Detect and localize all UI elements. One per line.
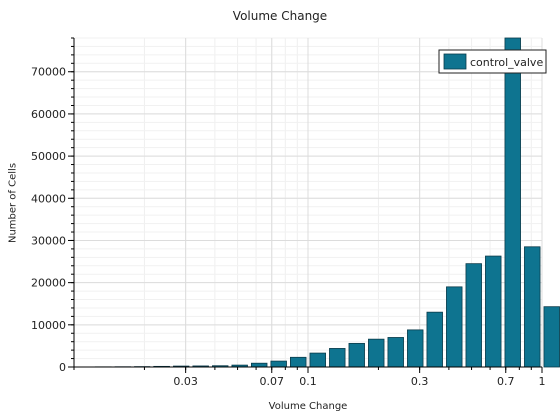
y-tick-label: 50000: [31, 150, 66, 163]
histogram-bar: [543, 306, 560, 368]
legend-label: control_valve: [470, 56, 543, 69]
chart-title: Volume Change: [232, 9, 328, 23]
histogram-bar: [407, 329, 424, 368]
histogram-bar: [348, 342, 365, 368]
y-axis-label: Number of Cells: [7, 162, 19, 244]
y-tick-label: 0: [59, 361, 66, 374]
histogram-bar: [329, 348, 346, 368]
y-tick-label: 20000: [31, 277, 66, 290]
y-tick-label: 10000: [31, 319, 66, 332]
x-tick-label: 0.03: [173, 375, 198, 388]
histogram-bar: [446, 286, 463, 368]
x-axis-label: Volume Change: [268, 401, 348, 412]
histogram-bar: [387, 337, 404, 368]
y-tick-label: 70000: [31, 66, 66, 79]
histogram-bar: [504, 37, 521, 368]
x-tick-label: 0.07: [260, 375, 285, 388]
y-tick-label: 30000: [31, 234, 66, 247]
x-tick-label: 0.3: [411, 375, 429, 388]
histogram-bar: [485, 255, 502, 368]
x-tick-label: 1: [539, 375, 546, 388]
x-tick-label: 0.1: [299, 375, 317, 388]
x-tick-label: 0.7: [497, 375, 515, 388]
histogram-bar: [290, 356, 307, 368]
histogram-bar: [309, 352, 326, 368]
y-tick-label: 40000: [31, 192, 66, 205]
legend-swatch: [443, 53, 467, 70]
histogram-bar: [270, 360, 287, 368]
histogram-bar: [250, 362, 268, 368]
histogram-bar: [426, 311, 443, 368]
histogram-bar: [524, 246, 541, 368]
histogram-bar: [368, 338, 385, 368]
histogram-bar: [465, 263, 482, 368]
y-tick-label: 60000: [31, 108, 66, 121]
